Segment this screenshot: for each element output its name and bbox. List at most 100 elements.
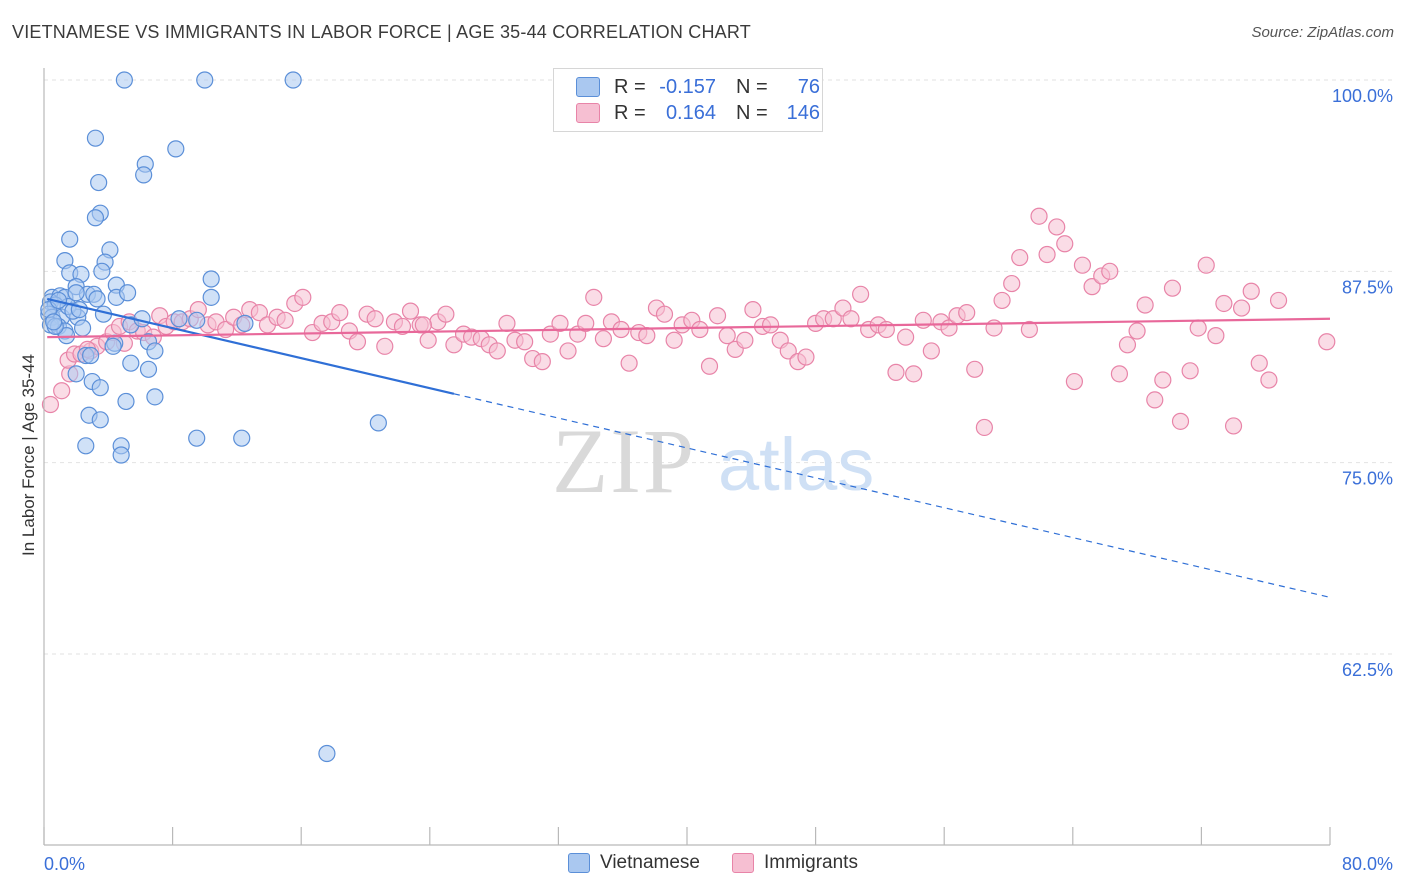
legend-swatch-pink (576, 103, 600, 123)
data-point-vietnamese (236, 314, 254, 332)
data-point-immigrants (376, 337, 394, 355)
data-point-immigrants (638, 327, 656, 345)
y-tick-label: 100.0% (1332, 86, 1393, 106)
series-vietnamese-points (40, 71, 387, 763)
data-point-immigrants (366, 310, 384, 328)
data-point-vietnamese (188, 429, 206, 447)
data-point-immigrants (1181, 362, 1199, 380)
data-point-vietnamese (91, 379, 109, 397)
data-point-immigrants (577, 314, 595, 332)
series-legend: Vietnamese Immigrants (568, 852, 890, 874)
data-point-immigrants (533, 353, 551, 371)
data-point-immigrants (1020, 320, 1038, 339)
legend-item-immigrants[interactable]: Immigrants (732, 852, 858, 874)
data-point-immigrants (975, 418, 993, 437)
data-point-immigrants (1038, 245, 1056, 264)
x-tick-label-max: 80.0% (1342, 854, 1393, 874)
data-point-immigrants (1110, 365, 1129, 383)
data-point-immigrants (41, 395, 60, 414)
data-point-immigrants (897, 328, 915, 346)
data-point-immigrants (414, 316, 432, 334)
data-point-immigrants (1197, 256, 1215, 274)
data-point-vietnamese (146, 342, 164, 360)
data-point-immigrants (708, 307, 727, 325)
data-point-immigrants (516, 333, 534, 351)
data-point-immigrants (1260, 371, 1278, 389)
data-point-immigrants (419, 331, 437, 349)
data-point-immigrants (797, 348, 815, 366)
data-point-vietnamese (284, 71, 302, 89)
data-point-vietnamese (67, 284, 85, 302)
data-point-immigrants (779, 342, 797, 360)
data-point-vietnamese (45, 313, 63, 331)
data-point-vietnamese (233, 429, 251, 447)
trend-line-immigrants (47, 317, 1331, 339)
data-point-immigrants (665, 331, 683, 349)
data-point-vietnamese (67, 365, 85, 383)
axis-layer: 62.5% 75.0% 87.5% 100.0% 0.0% 80.0% In Labor F… (19, 68, 1393, 874)
data-point-vietnamese (86, 129, 105, 147)
data-point-immigrants (877, 320, 895, 339)
data-point-immigrants (348, 333, 367, 351)
data-point-vietnamese (86, 209, 105, 227)
data-point-immigrants (1207, 327, 1225, 345)
data-point-immigrants (1056, 235, 1074, 253)
data-point-vietnamese (139, 360, 158, 378)
legend-r-label: R = (614, 101, 646, 124)
legend-n-label: N = (736, 75, 768, 98)
data-point-immigrants (488, 342, 506, 360)
data-point-immigrants (1003, 274, 1021, 293)
data-point-immigrants (1269, 291, 1288, 310)
data-point-vietnamese (88, 290, 106, 308)
data-point-vietnamese (202, 288, 220, 306)
data-point-vietnamese (91, 411, 109, 429)
data-point-vietnamese (117, 392, 135, 411)
legend-label-immigrants: Immigrants (764, 852, 858, 873)
data-point-immigrants (887, 363, 905, 381)
grid-layer (44, 79, 1392, 655)
data-point-immigrants (761, 316, 780, 334)
data-point-immigrants (958, 304, 976, 322)
data-point-immigrants (914, 311, 932, 329)
legend-r-label: R = (614, 75, 646, 98)
data-point-immigrants (53, 382, 71, 400)
data-point-vietnamese (122, 354, 140, 372)
data-point-vietnamese (93, 262, 111, 280)
data-point-vietnamese (57, 327, 76, 345)
data-point-immigrants (331, 304, 349, 322)
data-point-vietnamese (77, 437, 95, 455)
data-point-vietnamese (112, 446, 130, 464)
data-point-immigrants (1030, 207, 1048, 225)
data-point-immigrants (1128, 322, 1146, 340)
data-point-immigrants (736, 331, 754, 349)
data-point-immigrants (1242, 282, 1260, 300)
source-credit: Source: ZipAtlas.com (1251, 24, 1394, 41)
legend-row-immigrants: R = 0.164 N = 146 (576, 100, 820, 126)
data-point-immigrants (655, 305, 674, 323)
data-point-immigrants (498, 314, 516, 332)
data-point-vietnamese (202, 270, 220, 288)
data-point-vietnamese (167, 140, 185, 158)
data-point-vietnamese (90, 173, 108, 192)
data-point-immigrants (559, 342, 577, 360)
legend-row-vietnamese: R = -0.157 N = 76 (576, 74, 820, 100)
data-point-vietnamese (135, 166, 153, 184)
data-point-immigrants (393, 317, 412, 336)
data-point-immigrants (852, 285, 870, 303)
data-point-immigrants (1011, 248, 1029, 267)
legend-item-vietnamese[interactable]: Vietnamese (568, 852, 700, 874)
correlation-legend: R = -0.157 N = 76 R = 0.164 N = 146 (553, 68, 823, 132)
data-point-vietnamese (118, 284, 137, 302)
y-axis-label: In Labor Force | Age 35-44 (19, 354, 38, 556)
data-point-immigrants (966, 360, 984, 378)
data-point-immigrants (294, 288, 312, 306)
trend-line-vietnamese (46, 297, 455, 395)
legend-n-label: N = (736, 101, 768, 124)
data-point-immigrants (905, 365, 923, 383)
data-point-vietnamese (196, 71, 214, 89)
data-point-vietnamese (369, 414, 387, 432)
data-point-immigrants (1224, 417, 1243, 435)
data-point-immigrants (1101, 262, 1119, 280)
data-point-vietnamese (82, 346, 100, 365)
